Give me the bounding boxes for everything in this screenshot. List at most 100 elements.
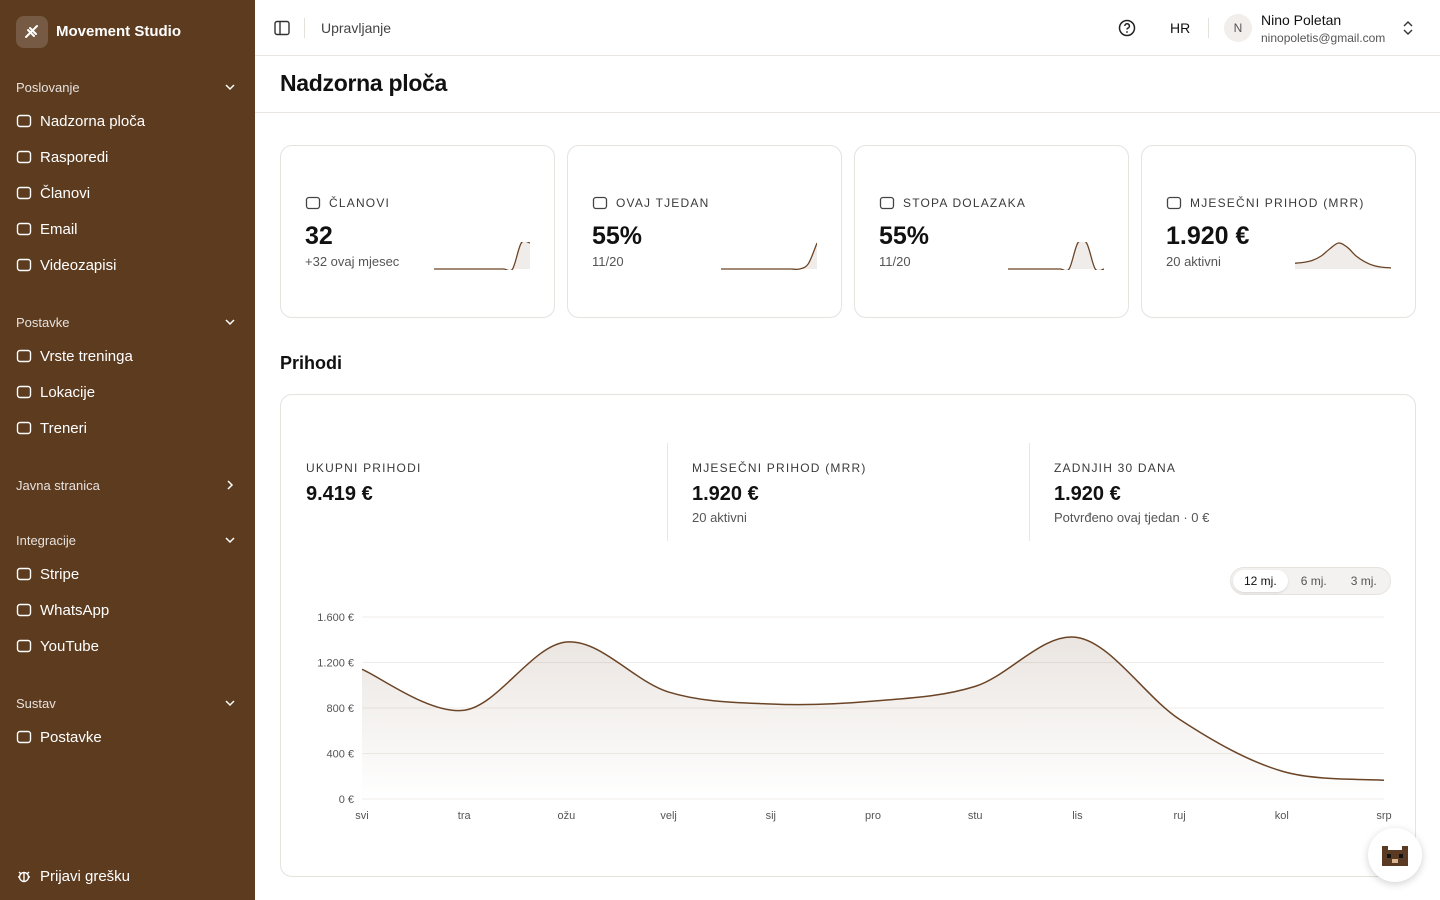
nav-item[interactable]: Stripe bbox=[0, 556, 255, 592]
x-tick-label: srp bbox=[1376, 810, 1391, 822]
nav-section-header[interactable]: Postavke bbox=[0, 306, 255, 338]
stat-icon-shape bbox=[592, 196, 608, 210]
chevron bbox=[227, 480, 234, 490]
report-bug[interactable]: Prijavi grešku bbox=[0, 858, 271, 894]
nav-icon-shape bbox=[16, 730, 32, 744]
page-title: Nadzorna ploča bbox=[280, 70, 448, 96]
summary-label: UKUPNI PRIHODI bbox=[306, 461, 422, 475]
nav-icon-shape bbox=[16, 222, 32, 236]
stat-sub: +32 ovaj mjesec bbox=[305, 254, 400, 269]
x-tick-label: kol bbox=[1275, 810, 1289, 822]
nav-item-label: Rasporedi bbox=[40, 148, 109, 166]
nav-icon bbox=[16, 639, 32, 653]
sparkline bbox=[1008, 242, 1104, 270]
nav-section-header[interactable]: Poslovanje bbox=[0, 71, 255, 103]
x-tick-label: ožu bbox=[558, 810, 576, 822]
stat-card: ČLANOVI 32 +32 ovaj mjesec bbox=[280, 145, 555, 318]
nav-item[interactable]: Videozapisi bbox=[0, 247, 255, 283]
nav-item-label: Stripe bbox=[40, 565, 80, 583]
sparkline-area bbox=[721, 243, 817, 270]
summary-value: 1.920 € bbox=[1054, 483, 1121, 505]
y-tick-label: 0 € bbox=[339, 794, 354, 806]
stat-label: STOPA DOLAZAKA bbox=[903, 196, 1027, 210]
y-tick-label: 1.200 € bbox=[317, 658, 354, 670]
nav-icon-shape bbox=[16, 603, 32, 617]
range-option[interactable]: 6 mj. bbox=[1300, 574, 1327, 588]
nav-icon-shape bbox=[16, 567, 32, 581]
nav-section: Sustav Postavke bbox=[0, 687, 255, 755]
nav-icon bbox=[16, 567, 32, 581]
nav-item[interactable]: Email bbox=[0, 211, 255, 247]
sparkline-area bbox=[1008, 242, 1104, 270]
nav-item[interactable]: Vrste treninga bbox=[0, 338, 255, 374]
sidebar: Movement Studio Poslovanje Nadzorna ploča… bbox=[0, 0, 255, 900]
user-menu-chevron[interactable] bbox=[1401, 20, 1415, 36]
nav-icon-shape bbox=[16, 186, 32, 200]
nav-item-label: WhatsApp bbox=[40, 601, 110, 619]
summary-divider bbox=[667, 443, 668, 541]
nav-section-title: Integracije bbox=[16, 532, 76, 548]
nav-icon-shape bbox=[16, 150, 32, 164]
stat-icon bbox=[592, 196, 608, 210]
revenue-chart: 0 € 400 € 800 € 1.200 € 1.600 € svi tra ožu velj… bbox=[317, 612, 1391, 822]
nav-item[interactable]: Postavke bbox=[0, 719, 255, 755]
nav-item-label: Vrste treninga bbox=[40, 347, 133, 365]
nav-icon-shape bbox=[16, 639, 32, 653]
nav-section-header[interactable]: Integracije bbox=[0, 524, 255, 556]
summary-sub: 20 aktivni bbox=[692, 510, 747, 525]
language[interactable]: HR bbox=[1170, 20, 1191, 36]
nav-item-label: Lokacije bbox=[40, 383, 96, 401]
nav-icon-shape bbox=[16, 114, 32, 128]
sparkline-area bbox=[1295, 242, 1391, 269]
stat-icon bbox=[305, 196, 321, 210]
range-option[interactable]: 12 mj. bbox=[1233, 570, 1288, 592]
stat-icon-shape bbox=[1166, 196, 1182, 210]
nav-section: Poslovanje Nadzorna ploča Rasporedi Članovi… bbox=[0, 71, 255, 283]
nav-item[interactable]: Treneri bbox=[0, 410, 255, 446]
nav-icon-shape bbox=[16, 421, 32, 435]
sparkline-area bbox=[434, 242, 530, 270]
stat-value: 55% bbox=[879, 222, 930, 250]
range-option[interactable]: 3 mj. bbox=[1350, 574, 1377, 588]
nav-section-title: Poslovanje bbox=[16, 79, 80, 95]
nav-section: Javna stranica bbox=[0, 469, 255, 501]
chevron bbox=[225, 319, 235, 326]
help-icon[interactable] bbox=[1118, 19, 1136, 37]
avatar[interactable]: N bbox=[1224, 14, 1252, 42]
nav-section: Postavke Vrste treninga Lokacije Treneri bbox=[0, 306, 255, 446]
nav-item-label: Nadzorna ploča bbox=[40, 112, 146, 130]
user-name: Nino Poletan bbox=[1261, 12, 1342, 28]
summary-value: 9.419 € bbox=[306, 483, 373, 505]
stat-card: MJESEČNI PRIHOD (MRR) 1.920 € 20 aktivni bbox=[1141, 145, 1416, 318]
stat-value: 1.920 € bbox=[1166, 222, 1250, 250]
nav-section-title: Sustav bbox=[16, 695, 56, 711]
nav-icon bbox=[16, 150, 32, 164]
x-tick-label: sij bbox=[766, 810, 776, 822]
nav-icon-shape bbox=[16, 258, 32, 272]
nav-item[interactable]: Rasporedi bbox=[0, 139, 255, 175]
x-tick-label: pro bbox=[865, 810, 881, 822]
stat-sub: 11/20 bbox=[592, 254, 624, 269]
stat-label: OVAJ TJEDAN bbox=[616, 196, 710, 210]
nav-section-header[interactable]: Javna stranica bbox=[0, 469, 255, 501]
assistant-button[interactable] bbox=[1368, 828, 1422, 882]
sparkline bbox=[1295, 242, 1391, 269]
chevron-path bbox=[225, 84, 235, 91]
stat-icon bbox=[879, 196, 895, 210]
nav-section-header[interactable]: Sustav bbox=[0, 687, 255, 719]
nav-item[interactable]: Nadzorna ploča bbox=[0, 103, 255, 139]
nav-item[interactable]: WhatsApp bbox=[0, 592, 255, 628]
x-tick-label: tra bbox=[458, 810, 472, 822]
sidebar-toggle[interactable] bbox=[274, 20, 290, 36]
report-bug-label: Prijavi grešku bbox=[40, 867, 131, 885]
nav-item[interactable]: Lokacije bbox=[0, 374, 255, 410]
nav-icon-shape bbox=[16, 349, 32, 363]
chevron-path bbox=[225, 537, 235, 544]
nav-icon bbox=[16, 114, 32, 128]
nav-section: Integracije Stripe WhatsApp YouTube bbox=[0, 524, 255, 664]
nav-item[interactable]: Članovi bbox=[0, 175, 255, 211]
chevron-path bbox=[225, 319, 235, 326]
summary-divider bbox=[1029, 443, 1030, 541]
nav-item[interactable]: YouTube bbox=[0, 628, 255, 664]
x-tick-label: stu bbox=[968, 810, 983, 822]
